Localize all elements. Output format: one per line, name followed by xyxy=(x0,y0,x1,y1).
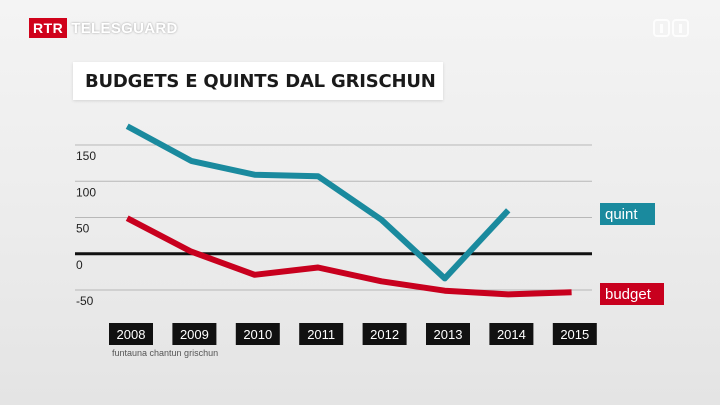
x-tick-label: 2008 xyxy=(117,327,146,342)
x-tick-label: 2012 xyxy=(370,327,399,342)
chart-title-box: BUDGETS E QUINTS DAL GRISCHUN xyxy=(73,62,443,100)
legend-box-quint xyxy=(600,203,655,225)
x-tick-box xyxy=(362,323,407,345)
y-tick-label: 50 xyxy=(76,222,90,236)
program-name: TELESGUARD xyxy=(71,19,178,37)
x-tick-box xyxy=(235,323,280,345)
legend-label-quint: quint xyxy=(605,206,638,223)
y-tick-label: -50 xyxy=(76,294,94,308)
legend-box-budget xyxy=(600,283,664,305)
series-line-budget xyxy=(125,215,572,298)
x-tick-label: 2013 xyxy=(434,327,463,342)
x-tick-box xyxy=(299,323,344,345)
legend-label-budget: budget xyxy=(605,286,652,303)
y-tick-label: 0 xyxy=(76,258,83,272)
x-tick-label: 2014 xyxy=(497,327,526,342)
x-tick-box xyxy=(552,323,597,345)
x-tick-label: 2011 xyxy=(307,327,335,342)
rtr-badge: RTR xyxy=(29,18,68,38)
y-tick-label: 100 xyxy=(76,185,96,199)
x-tick-box xyxy=(489,323,534,345)
series-line-quint xyxy=(125,123,511,282)
data-source-note: funtauna chantun grischun xyxy=(112,348,219,358)
y-tick-label: 150 xyxy=(76,149,96,163)
x-tick-box xyxy=(109,323,153,345)
x-tick-label: 2010 xyxy=(243,327,272,342)
broadcaster-brand: RTR TELESGUARD xyxy=(29,18,178,38)
x-tick-box xyxy=(426,323,470,345)
x-tick-box xyxy=(172,323,217,345)
chart-title: BUDGETS E QUINTS DAL GRISCHUN xyxy=(85,70,436,92)
x-tick-label: 2009 xyxy=(180,327,209,342)
x-tick-label: 2015 xyxy=(560,327,589,342)
srf1-channel-logo-icon xyxy=(653,19,689,37)
